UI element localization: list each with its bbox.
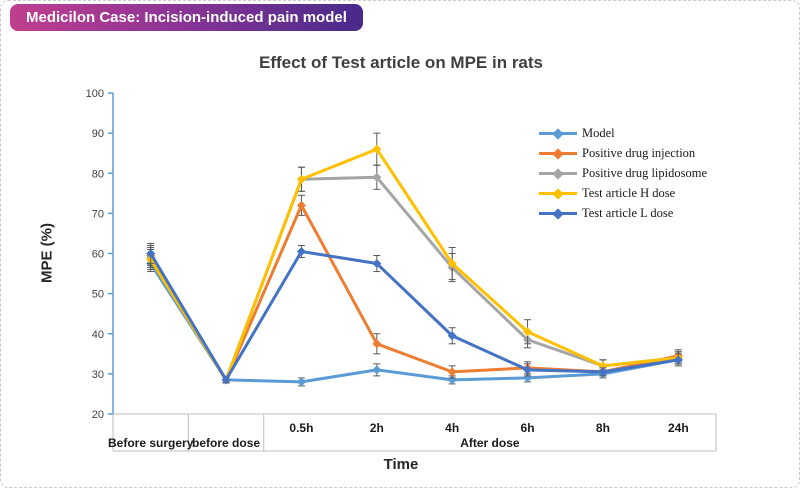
series-marker-1 [296,200,306,210]
legend-diamond-icon [552,127,564,140]
legend-diamond-icon [552,187,564,200]
series-marker-3 [447,259,457,269]
series-line-3 [149,147,680,382]
y-tick-label: 70 [92,208,104,220]
legend-marker-icon [539,127,577,140]
legend-marker-icon [539,147,577,160]
series-marker-4 [598,367,608,377]
legend-label: Test article H dose [582,186,676,200]
series-marker-4 [372,259,382,269]
series-marker-3 [523,327,533,337]
y-tick-label: 60 [92,249,104,261]
series-line-0 [149,262,680,384]
y-tick-label: 50 [92,289,104,301]
legend-label: Test article L dose [582,206,674,220]
legend-label: Positive drug injection [582,146,696,160]
x-group-label: before dose [192,436,260,450]
x-tick-label: 6h [521,421,535,435]
y-tick-label: 80 [92,168,104,180]
y-tick-label: 90 [92,128,104,140]
series-marker-2 [372,172,382,182]
x-tick-label: 8h [596,421,610,435]
series-marker-0 [296,377,306,387]
x-tick-label: 2h [370,421,384,435]
legend-item-0: Model [539,126,707,140]
legend-label: Model [582,126,615,140]
x-axis-title: Time [383,456,419,473]
legend-label: Positive drug lipidosome [582,166,707,180]
series-marker-0 [372,365,382,375]
legend-item-2: Positive drug lipidosome [539,166,707,180]
y-tick-label: 30 [92,369,104,381]
series-marker-4 [523,365,533,375]
legend-diamond-icon [552,167,564,180]
series-marker-3 [296,174,306,184]
series-marker-4 [673,355,683,365]
legend-item-4: Test article L dose [539,206,707,220]
legend: Model Positive drug injection Positive dru… [539,126,707,220]
series-marker-4 [447,331,457,341]
x-tick-label: 0.5h [289,421,313,435]
series-marker-4 [296,246,306,256]
series-marker-4 [221,375,231,385]
series-line-1 [149,203,680,382]
series-marker-4 [146,249,156,258]
legend-marker-icon [539,207,577,220]
y-tick-label: 20 [92,409,104,421]
y-tick-label: 40 [92,329,104,341]
series-marker-1 [372,339,382,349]
x-group-label: Before surgery [108,436,194,450]
legend-marker-icon [539,167,577,180]
series-marker-1 [447,367,457,377]
chart-title: Effect of Test article on MPE in rats [258,53,544,72]
x-tick-label: 4h [445,421,459,435]
legend-diamond-icon [552,147,564,160]
legend-item-1: Positive drug injection [539,146,707,160]
series-marker-3 [372,144,382,154]
legend-diamond-icon [552,207,564,220]
x-tick-label: 24h [668,421,689,435]
legend-item-3: Test article H dose [539,186,707,200]
y-tick-label: 100 [86,88,104,100]
case-badge: Medicilon Case: Incision-induced pain mo… [10,4,363,31]
x-group-label: After dose [460,436,520,450]
legend-marker-icon [539,187,577,200]
series-line-4 [149,249,680,382]
